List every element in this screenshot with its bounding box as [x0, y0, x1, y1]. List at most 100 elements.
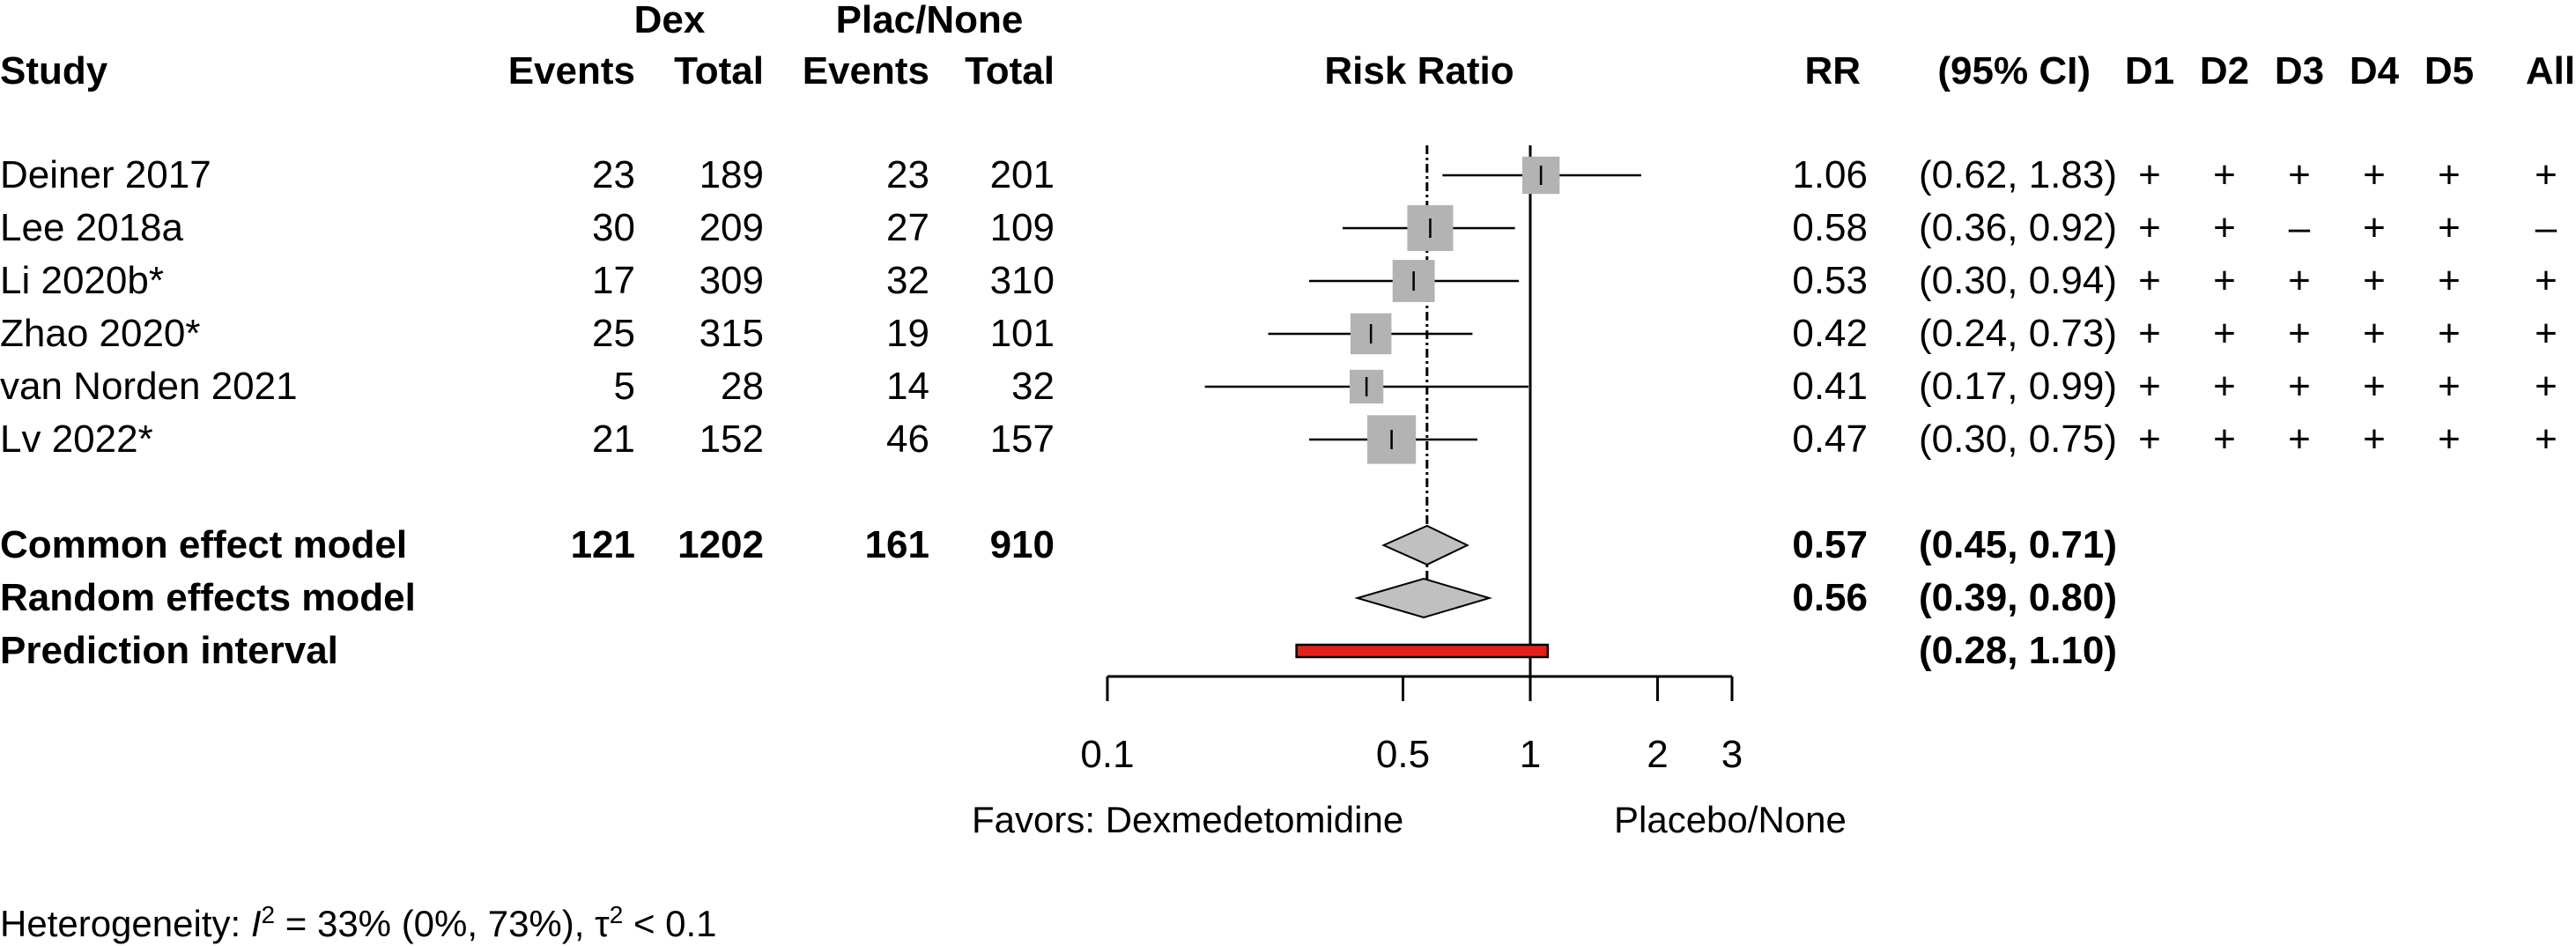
- rob-d1-cell: +: [2138, 312, 2161, 355]
- rob-d3-cell: –: [2288, 206, 2311, 249]
- rob-d5-cell: +: [2438, 365, 2461, 408]
- tau-symbol: τ: [595, 903, 610, 944]
- summary-dex-total: 1202: [677, 523, 764, 566]
- placebo-group-header: Plac/None: [835, 0, 1024, 41]
- prediction-interval-bar: [1295, 643, 1550, 659]
- rob-d1-cell: +: [2138, 365, 2161, 408]
- plac-total-cell: 101: [989, 312, 1055, 355]
- plac-events-cell: 14: [886, 365, 929, 408]
- summary-name: Common effect model: [0, 523, 408, 566]
- i2-symbol: I: [250, 903, 262, 944]
- dex-events-cell: 17: [592, 259, 635, 302]
- x-axis-tick-label: 0.1: [1080, 733, 1134, 776]
- dex-total-cell: 28: [721, 365, 764, 408]
- rob-header-d1: D1: [2124, 49, 2175, 92]
- rr-value-cell: 0.58: [1792, 206, 1868, 249]
- rob-d4-cell: +: [2363, 418, 2386, 461]
- dex-total-cell: 152: [699, 418, 764, 461]
- dex-events-cell: 30: [592, 206, 635, 249]
- rob-all-cell: +: [2535, 153, 2557, 196]
- rob-header-d5: D5: [2424, 49, 2475, 92]
- ci-value-cell: (0.36, 0.92): [1918, 206, 2117, 249]
- plac-events-cell: 27: [886, 206, 929, 249]
- rob-d5-cell: +: [2438, 206, 2461, 249]
- x-axis-tick-label: 2: [1647, 733, 1668, 776]
- ci-value-cell: (0.30, 0.94): [1918, 259, 2117, 302]
- plac-total-cell: 109: [989, 206, 1055, 249]
- random-effects-diamond: [1354, 577, 1492, 619]
- x-axis-tick-label: 3: [1721, 733, 1743, 776]
- dex-total-cell: 309: [699, 259, 764, 302]
- study-column-header: Study: [0, 49, 108, 92]
- dex-events-cell: 25: [592, 312, 635, 355]
- plac-events-header: Events: [802, 49, 929, 92]
- summary-rr: 0.56: [1792, 576, 1868, 619]
- rob-all-cell: +: [2535, 418, 2557, 461]
- plac-events-cell: 46: [886, 418, 929, 461]
- rob-d5-cell: +: [2438, 259, 2461, 302]
- study-name: Deiner 2017: [0, 153, 211, 196]
- summary-name: Prediction interval: [0, 629, 338, 672]
- plac-total-cell: 201: [989, 153, 1055, 196]
- ci-header: (95% CI): [1937, 49, 2091, 92]
- i2-superscript: 2: [261, 901, 276, 928]
- rob-d5-cell: +: [2438, 418, 2461, 461]
- rob-d2-cell: +: [2213, 312, 2236, 355]
- rob-d3-cell: +: [2288, 312, 2311, 355]
- rob-d2-cell: +: [2213, 365, 2236, 408]
- study-name: van Norden 2021: [0, 365, 298, 408]
- rob-d5-cell: +: [2438, 312, 2461, 355]
- rob-d4-cell: +: [2363, 312, 2386, 355]
- i2-value: = 33% (0%, 73%),: [275, 903, 596, 944]
- rr-value-cell: 0.53: [1792, 259, 1868, 302]
- rob-d3-cell: +: [2288, 259, 2311, 302]
- dex-events-header: Events: [507, 49, 635, 92]
- dex-total-header: Total: [674, 49, 764, 92]
- rob-d2-cell: +: [2213, 206, 2236, 249]
- plac-total-cell: 32: [1011, 365, 1055, 408]
- rr-value-cell: 0.47: [1792, 418, 1868, 461]
- plac-total-cell: 157: [989, 418, 1055, 461]
- rob-d4-cell: +: [2363, 259, 2386, 302]
- dex-total-cell: 315: [699, 312, 764, 355]
- tau-superscript: 2: [609, 901, 624, 928]
- dex-events-cell: 21: [592, 418, 635, 461]
- summary-dex-events: 121: [570, 523, 635, 566]
- ci-value-cell: (0.17, 0.99): [1918, 365, 2117, 408]
- summary-ci: (0.45, 0.71): [1918, 523, 2117, 566]
- rob-d3-cell: +: [2288, 418, 2311, 461]
- rob-d1-cell: +: [2138, 418, 2161, 461]
- study-name: Lv 2022*: [0, 418, 153, 461]
- summary-ci: (0.28, 1.10): [1918, 629, 2117, 672]
- x-axis-tick-label: 0.5: [1376, 733, 1430, 776]
- summary-plac-events: 161: [864, 523, 929, 566]
- rob-d1-cell: +: [2138, 206, 2161, 249]
- rob-d2-cell: +: [2213, 153, 2236, 196]
- rob-all-cell: +: [2535, 365, 2557, 408]
- summary-name: Random effects model: [0, 576, 416, 619]
- study-name: Lee 2018a: [0, 206, 183, 249]
- summary-plac-total: 910: [989, 523, 1055, 566]
- dex-total-cell: 209: [699, 206, 764, 249]
- rr-value-cell: 0.42: [1792, 312, 1868, 355]
- tau-value: < 0.1: [623, 903, 717, 944]
- dex-group-header: Dex: [633, 0, 706, 41]
- favors-right-label: Placebo/None: [1614, 799, 1847, 840]
- heterogeneity-prefix: Heterogeneity:: [0, 903, 251, 944]
- rob-header-d3: D3: [2274, 49, 2325, 92]
- rob-header-d2: D2: [2199, 49, 2250, 92]
- plac-total-header: Total: [965, 49, 1055, 92]
- rob-d4-cell: +: [2363, 206, 2386, 249]
- rob-d2-cell: +: [2213, 418, 2236, 461]
- dex-total-cell: 189: [699, 153, 764, 196]
- rob-all-cell: +: [2535, 312, 2557, 355]
- study-name: Li 2020b*: [0, 259, 164, 302]
- rob-d4-cell: +: [2363, 153, 2386, 196]
- plac-events-cell: 32: [886, 259, 929, 302]
- rob-d2-cell: +: [2213, 259, 2236, 302]
- risk-ratio-header: Risk Ratio: [1324, 49, 1514, 92]
- dex-events-cell: 23: [592, 153, 635, 196]
- common-effect-diamond: [1381, 524, 1469, 566]
- rob-header-all: All: [2525, 49, 2576, 92]
